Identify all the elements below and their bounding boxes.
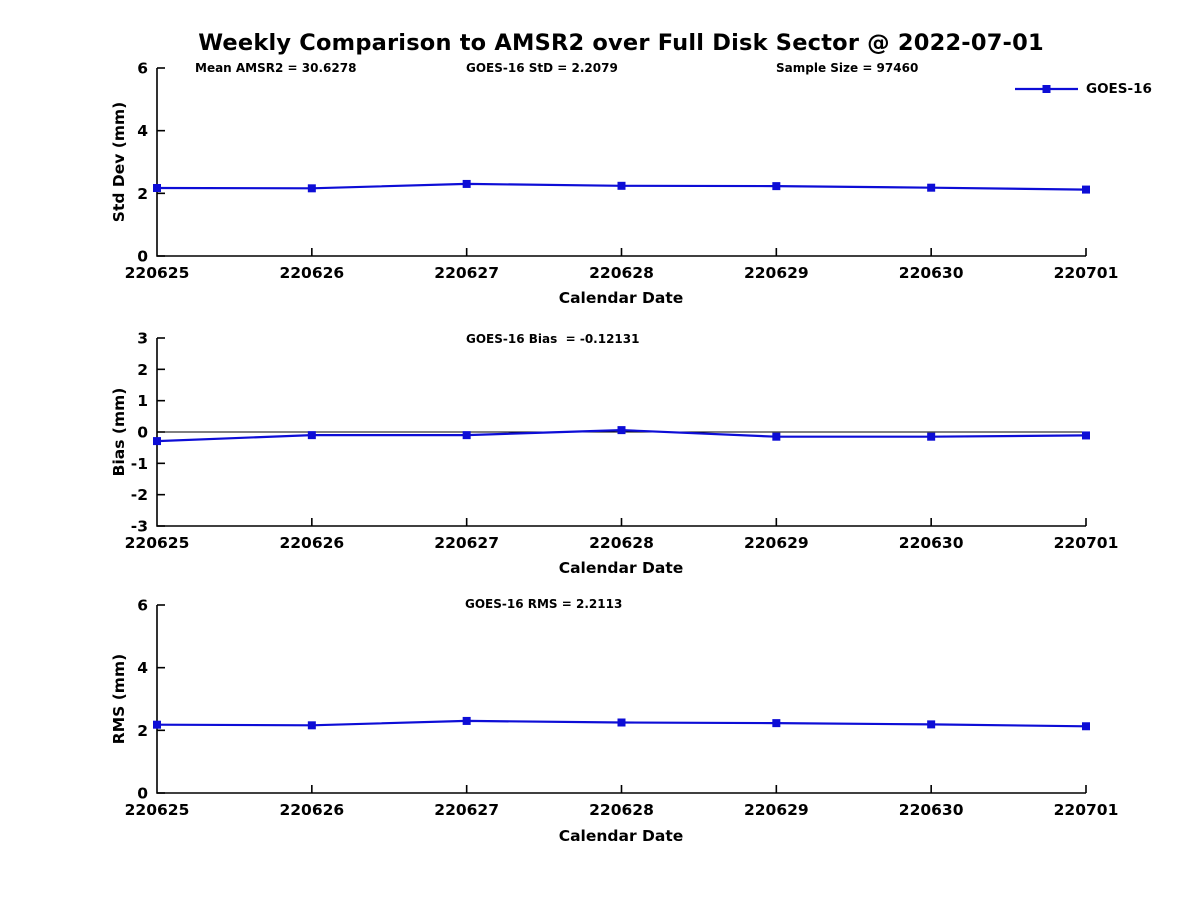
x-tick-label: 220628 [589, 264, 654, 282]
data-marker [1082, 722, 1090, 731]
data-marker [617, 426, 626, 435]
legend-marker-sample [1042, 85, 1051, 93]
axis-spines [156, 605, 1086, 794]
xlabel-calendar-date-3: Calendar Date [558, 827, 684, 845]
annotation-mean-amsr2: Mean AMSR2 = 30.6278 [195, 61, 357, 75]
y-tick-label: 1 [137, 392, 148, 410]
data-marker [617, 181, 626, 190]
y-tick-label: 0 [137, 785, 148, 803]
x-tick-label: 220630 [899, 264, 964, 282]
y-tick-label: 6 [137, 60, 148, 78]
data-marker [153, 184, 161, 193]
x-tick-label: 220626 [279, 534, 344, 552]
axis-spines [156, 68, 1086, 257]
data-marker [462, 179, 471, 188]
x-tick-label: 220627 [434, 264, 499, 282]
data-marker [462, 716, 471, 725]
data-marker [772, 182, 781, 191]
x-tick-label: 220630 [899, 801, 964, 819]
x-tick-label: 220628 [589, 534, 654, 552]
y-tick-label: 6 [137, 597, 148, 615]
data-marker [153, 720, 161, 729]
x-tick-label: 220626 [279, 264, 344, 282]
x-tick-label: 220625 [125, 801, 190, 819]
ylabel-rms: RMS (mm) [110, 653, 128, 745]
annotation-sample-size: Sample Size = 97460 [776, 61, 919, 75]
x-tick-label: 220628 [589, 801, 654, 819]
x-tick-label: 220627 [434, 801, 499, 819]
y-tick-label: -3 [131, 518, 148, 536]
y-tick-label: 0 [137, 248, 148, 266]
ylabel-std-dev: Std Dev (mm) [110, 101, 128, 223]
y-tick-label: 4 [137, 659, 148, 677]
x-tick-label: 220701 [1054, 801, 1119, 819]
y-tick-label: -2 [131, 486, 148, 504]
data-marker [927, 183, 936, 192]
y-tick-label: -1 [131, 455, 148, 473]
x-tick-label: 220626 [279, 801, 344, 819]
x-tick-label: 220625 [125, 534, 190, 552]
data-marker [307, 431, 316, 440]
data-marker [927, 720, 936, 729]
y-tick-label: 2 [137, 722, 148, 740]
data-marker [307, 721, 316, 730]
data-marker [772, 432, 781, 441]
data-marker [307, 184, 316, 193]
x-tick-label: 220701 [1054, 534, 1119, 552]
y-tick-label: 0 [137, 424, 148, 442]
annotation-goes16-rms: GOES-16 RMS = 2.2113 [465, 597, 623, 611]
legend-label: GOES-16 [1086, 81, 1152, 97]
data-marker [1082, 185, 1090, 194]
x-tick-label: 220630 [899, 534, 964, 552]
x-tick-label: 220701 [1054, 264, 1119, 282]
x-tick-label: 220629 [744, 534, 809, 552]
data-marker [927, 432, 936, 441]
figure-title: Weekly Comparison to AMSR2 over Full Dis… [198, 30, 1044, 56]
x-tick-label: 220629 [744, 264, 809, 282]
xlabel-calendar-date-1: Calendar Date [558, 289, 684, 307]
y-tick-label: 2 [137, 185, 148, 203]
y-tick-label: 3 [137, 330, 148, 348]
x-tick-label: 220627 [434, 534, 499, 552]
y-tick-label: 4 [137, 122, 148, 140]
data-marker [617, 718, 626, 727]
data-marker [772, 719, 781, 728]
data-marker [153, 437, 161, 446]
xlabel-calendar-date-2: Calendar Date [558, 559, 684, 577]
y-tick-label: 2 [137, 361, 148, 379]
data-marker [462, 431, 471, 440]
ylabel-bias: Bias (mm) [110, 387, 128, 477]
x-tick-label: 220629 [744, 801, 809, 819]
annotation-goes16-bias: GOES-16 Bias = -0.12131 [466, 332, 640, 346]
x-tick-label: 220625 [125, 264, 190, 282]
annotation-goes16-std: GOES-16 StD = 2.2079 [466, 61, 618, 75]
data-marker [1082, 431, 1090, 440]
